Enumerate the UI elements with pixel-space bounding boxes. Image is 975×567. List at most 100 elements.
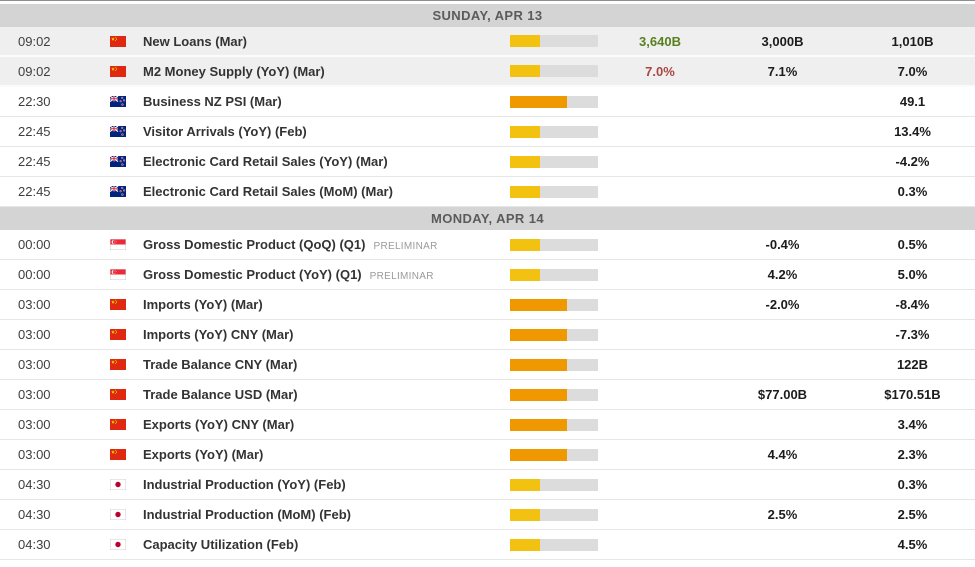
event-title: Trade Balance USD (Mar) <box>143 387 298 402</box>
event-time: 09:02 <box>18 33 51 49</box>
event-title: Imports (YoY) (Mar) <box>143 297 263 312</box>
event-time: 22:45 <box>18 154 51 169</box>
event-name[interactable]: Electronic Card Retail Sales (MoM) (Mar) <box>143 184 505 199</box>
importance-cell <box>505 35 605 47</box>
importance-bar-fill <box>510 95 567 108</box>
table-top-gap <box>0 1 975 4</box>
importance-cell <box>505 65 605 77</box>
event-time: 04:30 <box>18 507 51 522</box>
importance-bar <box>510 95 598 108</box>
previous-value: 3.4% <box>897 417 928 432</box>
event-title: New Loans (Mar) <box>143 33 248 49</box>
forecast-value: -2.0% <box>765 297 800 312</box>
flag-japan-icon <box>110 479 143 490</box>
event-title: Capacity Utilization (Feb) <box>143 537 299 552</box>
event-title: Trade Balance CNY (Mar) <box>143 357 298 372</box>
event-row[interactable]: 22:30 Business NZ PSI (Mar) 49.1 <box>0 87 975 117</box>
importance-bar <box>510 268 598 281</box>
event-title: Exports (YoY) CNY (Mar) <box>143 417 295 432</box>
event-time: 03:00 <box>18 297 51 312</box>
event-name[interactable]: Exports (YoY) (Mar) <box>143 447 505 462</box>
event-row[interactable]: 03:00 Imports (YoY) CNY (Mar) -7.3% <box>0 320 975 350</box>
event-name[interactable]: Electronic Card Retail Sales (YoY) (Mar) <box>143 154 505 169</box>
event-row[interactable]: 22:45 Electronic Card Retail Sales (YoY)… <box>0 147 975 177</box>
importance-bar <box>510 538 598 551</box>
event-row[interactable]: 09:02 M2 Money Supply (YoY) (Mar) 7.0% 7… <box>0 57 975 87</box>
previous-value: 0.5% <box>897 237 928 252</box>
event-time: 00:00 <box>18 267 51 282</box>
importance-bar <box>510 155 598 168</box>
forecast-value: -0.4% <box>765 237 800 252</box>
event-title: Gross Domestic Product (YoY) (Q1) <box>143 267 362 282</box>
calendar-sections: SUNDAY, APR 13 09:02 New Loans (Mar) 3,6… <box>0 4 975 560</box>
forecast-value: $77.00B <box>757 387 808 402</box>
importance-cell <box>505 95 605 108</box>
forecast-value: 3,000B <box>761 33 804 49</box>
event-row[interactable]: 22:45 Electronic Card Retail Sales (MoM)… <box>0 177 975 207</box>
event-row[interactable]: 03:00 Trade Balance USD (Mar) $77.00B $1… <box>0 380 975 410</box>
event-row[interactable]: 03:00 Imports (YoY) (Mar) -2.0% -8.4% <box>0 290 975 320</box>
event-row[interactable]: 03:00 Trade Balance CNY (Mar) 122B <box>0 350 975 380</box>
importance-cell <box>505 298 605 311</box>
event-row[interactable]: 00:00 Gross Domestic Product (QoQ) (Q1) P… <box>0 230 975 260</box>
importance-bar-fill <box>510 125 540 138</box>
event-row[interactable]: 04:30 Industrial Production (YoY) (Feb) … <box>0 470 975 500</box>
importance-cell <box>505 508 605 521</box>
flag-japan-icon <box>110 509 143 520</box>
event-row[interactable]: 22:45 Visitor Arrivals (YoY) (Feb) 13.4% <box>0 117 975 147</box>
previous-value: 0.3% <box>897 184 928 199</box>
event-name[interactable]: Gross Domestic Product (YoY) (Q1) PRELIMI… <box>143 267 505 282</box>
event-name[interactable]: Imports (YoY) CNY (Mar) <box>143 327 505 342</box>
previous-value: $170.51B <box>884 387 941 402</box>
previous-value: 7.0% <box>897 63 928 79</box>
table-top-border <box>0 0 975 1</box>
flag-nz-icon <box>110 156 143 167</box>
event-name[interactable]: M2 Money Supply (YoY) (Mar) <box>143 64 505 79</box>
flag-china-icon <box>110 329 143 340</box>
event-name[interactable]: Visitor Arrivals (YoY) (Feb) <box>143 124 505 139</box>
flag-china-icon <box>110 359 143 370</box>
importance-cell <box>505 478 605 491</box>
importance-cell <box>505 155 605 168</box>
event-name[interactable]: Trade Balance USD (Mar) <box>143 387 505 402</box>
importance-cell <box>505 238 605 251</box>
previous-value: -4.2% <box>895 154 930 169</box>
importance-cell <box>505 358 605 371</box>
event-name[interactable]: Capacity Utilization (Feb) <box>143 537 505 552</box>
event-name[interactable]: Imports (YoY) (Mar) <box>143 297 505 312</box>
event-row[interactable]: 03:00 Exports (YoY) (Mar) 4.4% 2.3% <box>0 440 975 470</box>
event-name[interactable]: Industrial Production (MoM) (Feb) <box>143 507 505 522</box>
previous-value: 1,010B <box>891 33 934 49</box>
importance-cell <box>505 418 605 431</box>
event-time: 22:45 <box>18 124 51 139</box>
previous-value: 2.3% <box>897 447 928 462</box>
event-name[interactable]: Business NZ PSI (Mar) <box>143 94 505 109</box>
importance-bar <box>510 508 598 521</box>
importance-cell <box>505 388 605 401</box>
importance-bar-fill <box>510 155 540 168</box>
flag-singapore-icon <box>110 239 143 250</box>
event-row[interactable]: 00:00 Gross Domestic Product (YoY) (Q1) P… <box>0 260 975 290</box>
flag-china-icon <box>110 449 143 460</box>
flag-china-icon <box>110 299 143 310</box>
event-row[interactable]: 04:30 Capacity Utilization (Feb) 4.5% <box>0 530 975 560</box>
importance-bar-fill <box>510 358 567 371</box>
flag-nz-icon <box>110 186 143 197</box>
previous-value: 2.5% <box>897 507 928 522</box>
event-note: PRELIMINAR <box>373 241 438 252</box>
event-name[interactable]: Industrial Production (YoY) (Feb) <box>143 477 505 492</box>
previous-value: 49.1 <box>899 94 926 109</box>
event-row[interactable]: 04:30 Industrial Production (MoM) (Feb) … <box>0 500 975 530</box>
importance-bar <box>510 418 598 431</box>
event-title: Business NZ PSI (Mar) <box>143 94 282 109</box>
event-name[interactable]: Gross Domestic Product (QoQ) (Q1) PRELIMI… <box>143 237 505 252</box>
importance-bar-fill <box>510 185 540 198</box>
day-header: SUNDAY, APR 13 <box>0 4 975 27</box>
event-row[interactable]: 09:02 New Loans (Mar) 3,640B 3,000B 1,01… <box>0 27 975 57</box>
event-name[interactable]: Exports (YoY) CNY (Mar) <box>143 417 505 432</box>
flag-japan-icon <box>110 539 143 550</box>
event-row[interactable]: 03:00 Exports (YoY) CNY (Mar) 3.4% <box>0 410 975 440</box>
event-name[interactable]: New Loans (Mar) <box>143 34 505 49</box>
event-name[interactable]: Trade Balance CNY (Mar) <box>143 357 505 372</box>
importance-bar-fill <box>510 328 567 341</box>
